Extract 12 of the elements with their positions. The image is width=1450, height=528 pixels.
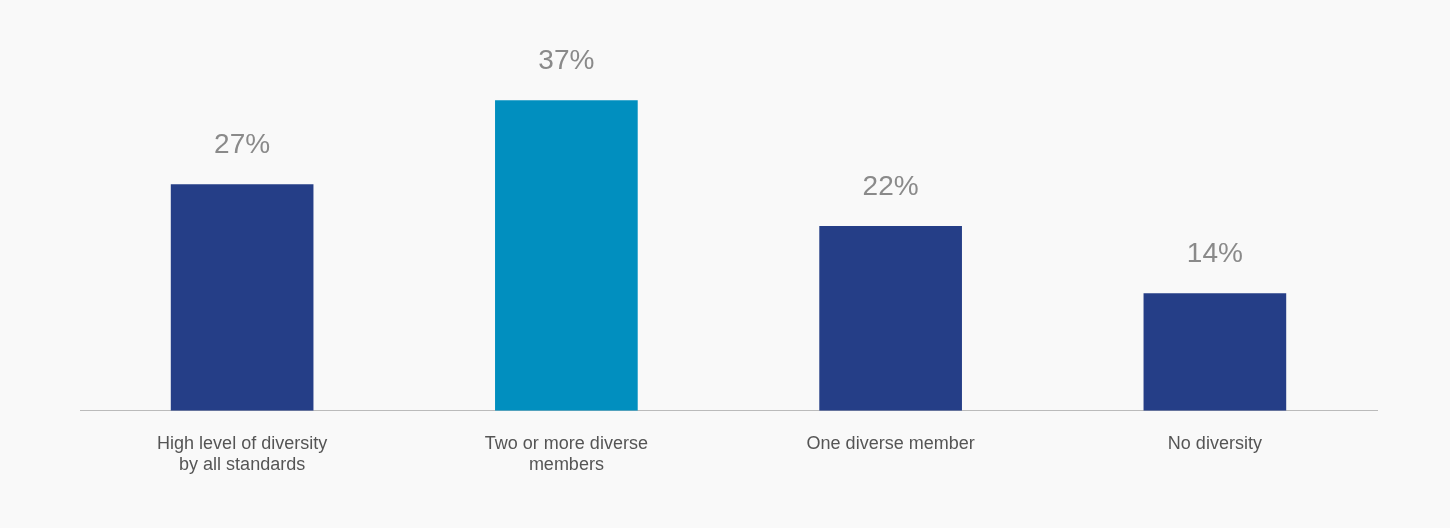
bar <box>495 100 638 411</box>
bar <box>1143 293 1287 411</box>
data-label: 22% <box>862 169 919 201</box>
bar <box>170 184 314 411</box>
x-tick-label: Two or more diverse members <box>484 432 648 475</box>
x-tick-label: One diverse member <box>806 432 975 453</box>
data-label: 37% <box>538 43 595 75</box>
bar <box>819 226 962 411</box>
data-label: 14% <box>1186 236 1243 268</box>
x-tick-label: High level of diversity by all standards <box>157 432 328 475</box>
data-label: 27% <box>214 127 271 159</box>
x-tick-label: No diversity <box>1167 432 1262 453</box>
